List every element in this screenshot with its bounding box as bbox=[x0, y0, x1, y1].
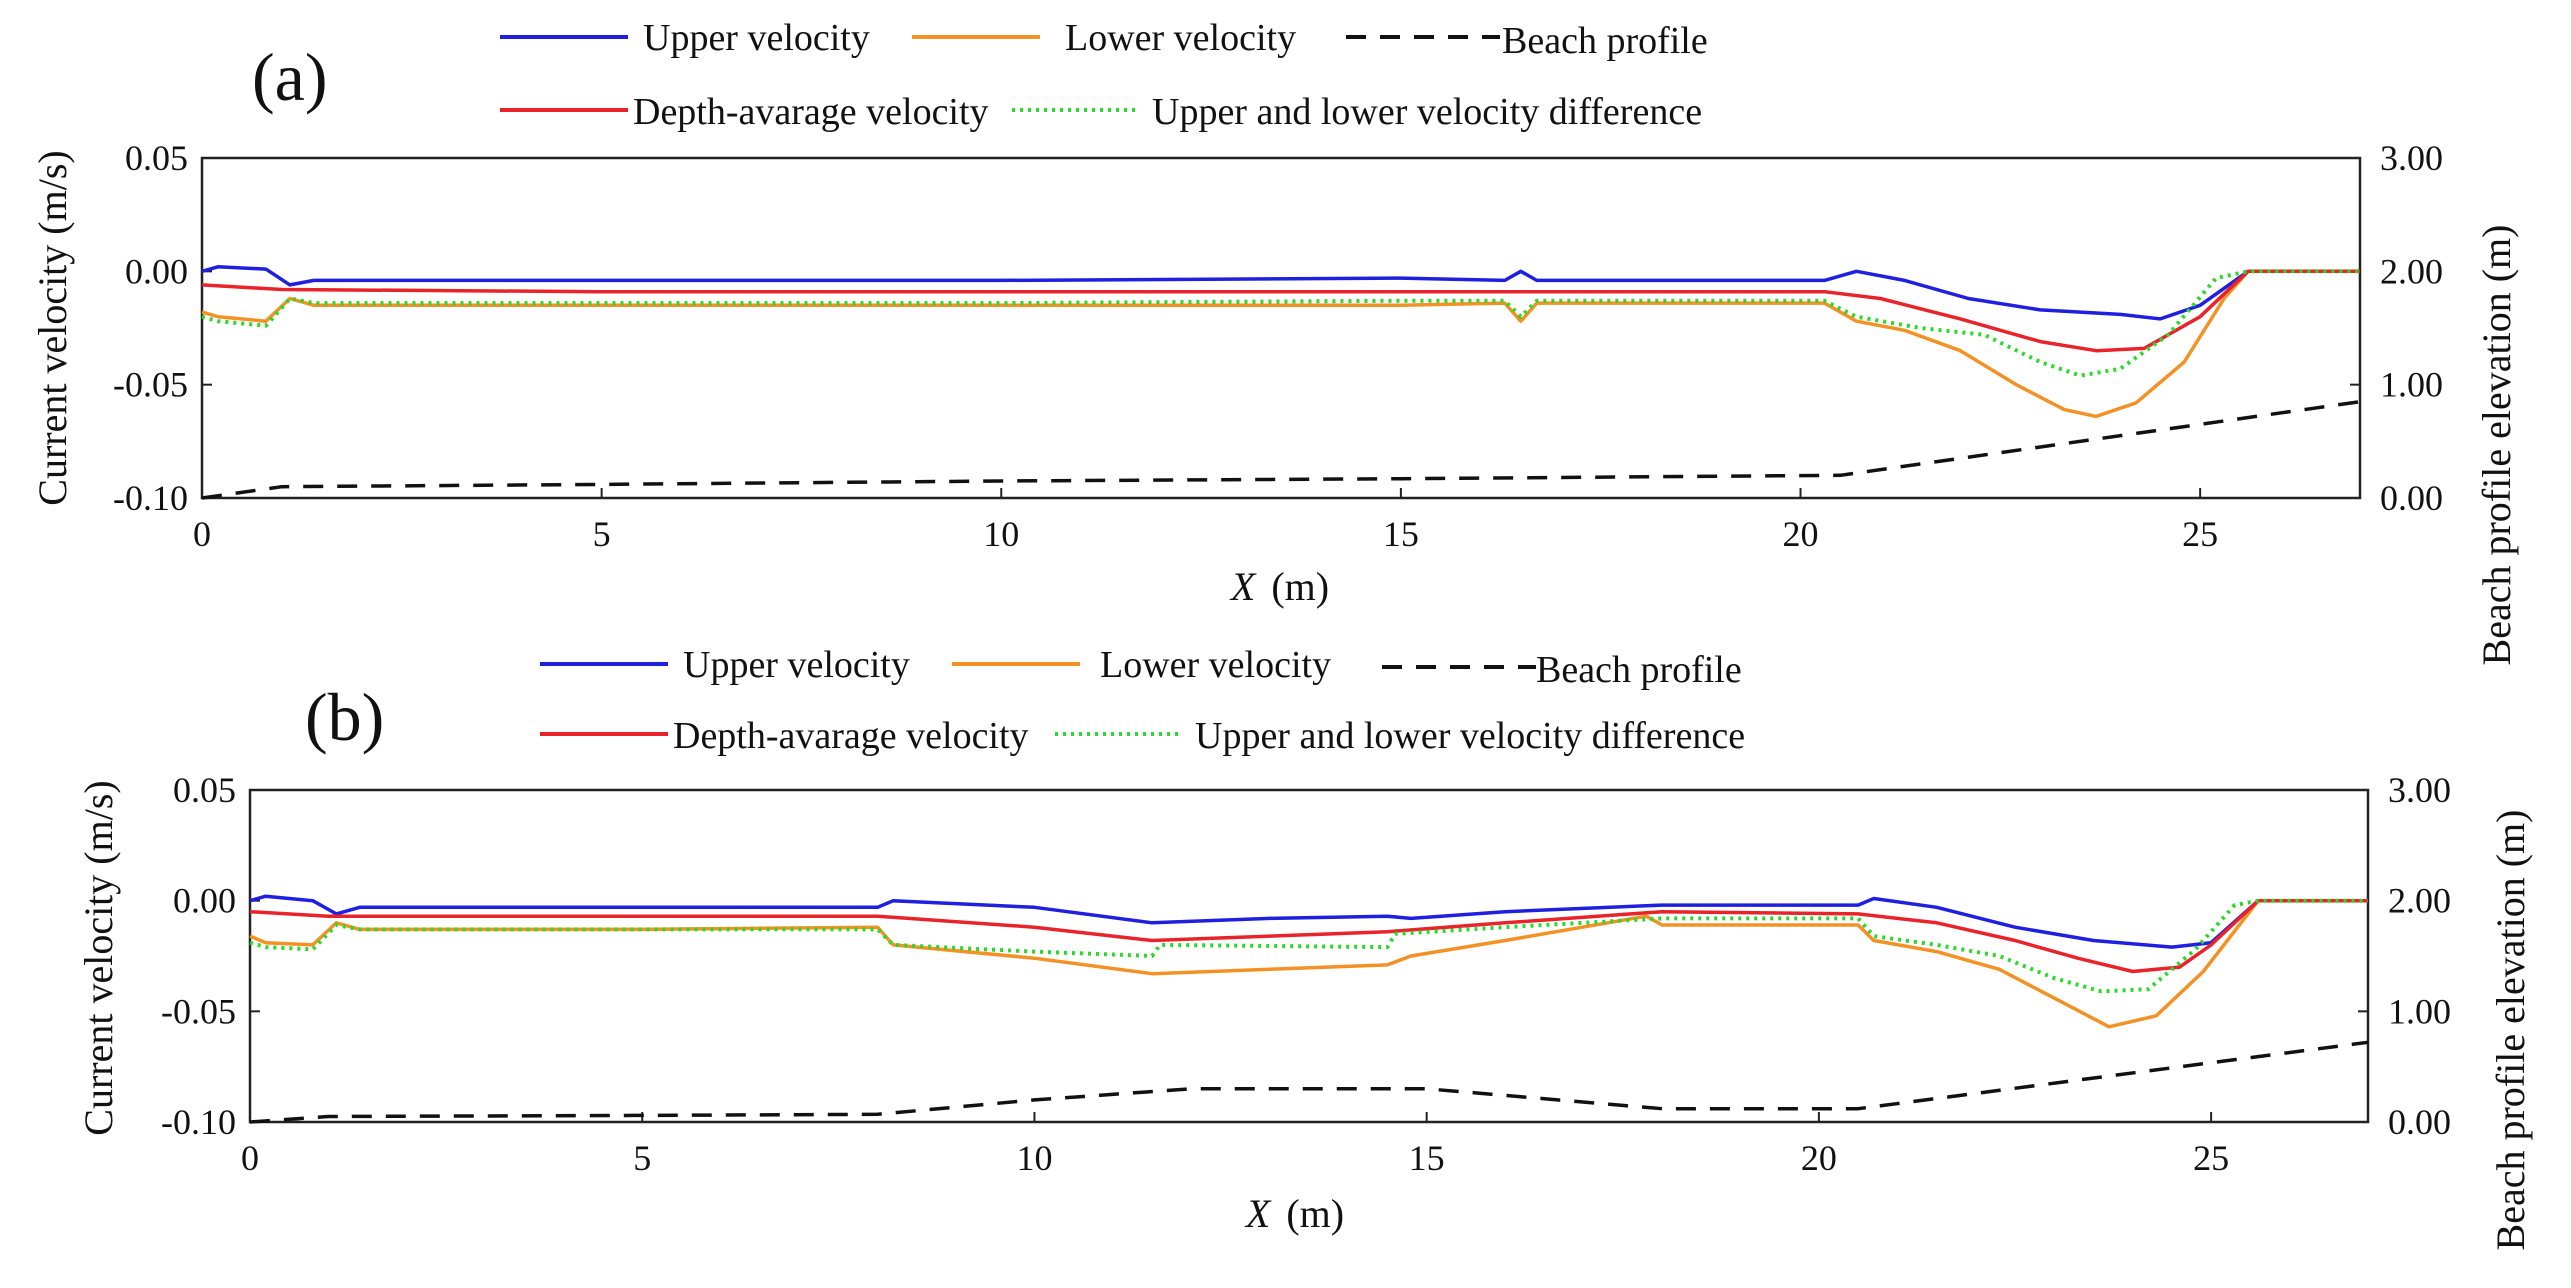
x-axis-label-a: X (m) bbox=[1229, 564, 1329, 609]
y-right-tick-label: 3.00 bbox=[2388, 770, 2451, 810]
legend-a: Upper velocity Lower velocity Beach prof… bbox=[500, 17, 1708, 133]
x-tick-label: 5 bbox=[593, 514, 611, 554]
x-tick-label: 15 bbox=[1383, 514, 1419, 554]
series-line-upper-and-lower-velocity-difference-a bbox=[201, 269, 2360, 378]
series-line-depth-avarage-velocity-a bbox=[201, 269, 2360, 353]
y-right-tick-label: 3.00 bbox=[2380, 138, 2443, 178]
legend-b: Upper velocity Lower velocity Beach prof… bbox=[540, 644, 1745, 757]
ticks-a: 0 5 10 15 20 25 0.05 0.00 -0.05 -0.10 3.00 2.00 1.00… bbox=[113, 138, 2443, 554]
y-axis-label-left-b: Current velocity (m/s) bbox=[76, 780, 121, 1135]
x-tick-label: 0 bbox=[241, 1138, 259, 1178]
series-line-beach-profile-b bbox=[249, 1040, 2369, 1124]
series-line-depth-avarage-velocity-b bbox=[249, 898, 2368, 974]
legend-label-lower: Lower velocity bbox=[1065, 17, 1296, 59]
x-axis-var-a: X bbox=[1229, 564, 1257, 609]
x-tick-label: 25 bbox=[2182, 514, 2218, 554]
y-left-tick-label: -0.10 bbox=[113, 478, 188, 518]
series-line-upper-velocity-a bbox=[201, 265, 2360, 321]
y-left-tick-label: -0.05 bbox=[113, 365, 188, 405]
series-line-lower-velocity-a bbox=[201, 269, 2360, 419]
series-a bbox=[201, 265, 2361, 500]
y-left-tick-label: 0.00 bbox=[173, 881, 236, 921]
x-tick-label: 5 bbox=[633, 1138, 651, 1178]
legend-label-upper: Upper velocity bbox=[683, 644, 910, 686]
x-tick-label: 20 bbox=[1783, 514, 1819, 554]
y-left-tick-label: -0.10 bbox=[161, 1102, 236, 1142]
panel-b: Upper velocity Lower velocity Beach prof… bbox=[76, 644, 2533, 1250]
legend-label-depth: Depth-avarage velocity bbox=[673, 715, 1029, 757]
panel-label-a: (a) bbox=[252, 39, 327, 115]
series-line-upper-velocity-b bbox=[249, 894, 2368, 949]
y-axis-label-left-a: Current velocity (m/s) bbox=[30, 150, 75, 505]
legend-label-diff: Upper and lower velocity difference bbox=[1152, 91, 1702, 133]
y-right-tick-label: 0.00 bbox=[2388, 1102, 2451, 1142]
y-left-tick-label: 0.00 bbox=[125, 251, 188, 291]
x-axis-var-b: X bbox=[1244, 1191, 1272, 1236]
legend-label-beach: Beach profile bbox=[1502, 20, 1708, 62]
panel-label-b: (b) bbox=[305, 679, 384, 755]
plot-frame-b bbox=[248, 788, 2370, 1124]
x-tick-label: 0 bbox=[193, 514, 211, 554]
x-axis-label-b: X (m) bbox=[1244, 1191, 1344, 1236]
x-tick-label: 10 bbox=[983, 514, 1019, 554]
series-line-upper-and-lower-velocity-difference-b bbox=[249, 898, 2368, 994]
plot-frame-a bbox=[200, 156, 2362, 500]
y-right-tick-label: 2.00 bbox=[2380, 251, 2443, 291]
ticks-b: 0 5 10 15 20 25 0.05 0.00 -0.05 -0.10 3.00 2.00 1.00… bbox=[161, 770, 2451, 1178]
x-tick-label: 15 bbox=[1409, 1138, 1445, 1178]
y-right-tick-label: 0.00 bbox=[2380, 478, 2443, 518]
legend-label-lower: Lower velocity bbox=[1100, 644, 1331, 686]
legend-label-diff: Upper and lower velocity difference bbox=[1195, 715, 1745, 757]
y-axis-label-right-b: Beach profile elevation (m) bbox=[2488, 810, 2533, 1251]
x-tick-label: 10 bbox=[1016, 1138, 1052, 1178]
y-left-tick-label: 0.05 bbox=[125, 138, 188, 178]
y-right-tick-label: 1.00 bbox=[2380, 365, 2443, 405]
x-axis-unit-a: (m) bbox=[1271, 564, 1329, 609]
legend-label-depth: Depth-avarage velocity bbox=[633, 91, 989, 133]
series-b bbox=[249, 894, 2369, 1124]
legend-label-upper: Upper velocity bbox=[643, 17, 870, 59]
legend-label-beach: Beach profile bbox=[1536, 649, 1742, 691]
x-axis-unit-b: (m) bbox=[1286, 1191, 1344, 1236]
series-line-beach-profile-a bbox=[201, 399, 2361, 500]
y-right-tick-label: 2.00 bbox=[2388, 881, 2451, 921]
x-tick-label: 20 bbox=[1801, 1138, 1837, 1178]
y-left-tick-label: -0.05 bbox=[161, 991, 236, 1031]
y-axis-label-right-a: Beach profile elevation (m) bbox=[2474, 225, 2519, 666]
panel-a: Upper velocity Lower velocity Beach prof… bbox=[30, 17, 2519, 665]
y-right-tick-label: 1.00 bbox=[2388, 991, 2451, 1031]
y-left-tick-label: 0.05 bbox=[173, 770, 236, 810]
x-tick-label: 25 bbox=[2193, 1138, 2229, 1178]
